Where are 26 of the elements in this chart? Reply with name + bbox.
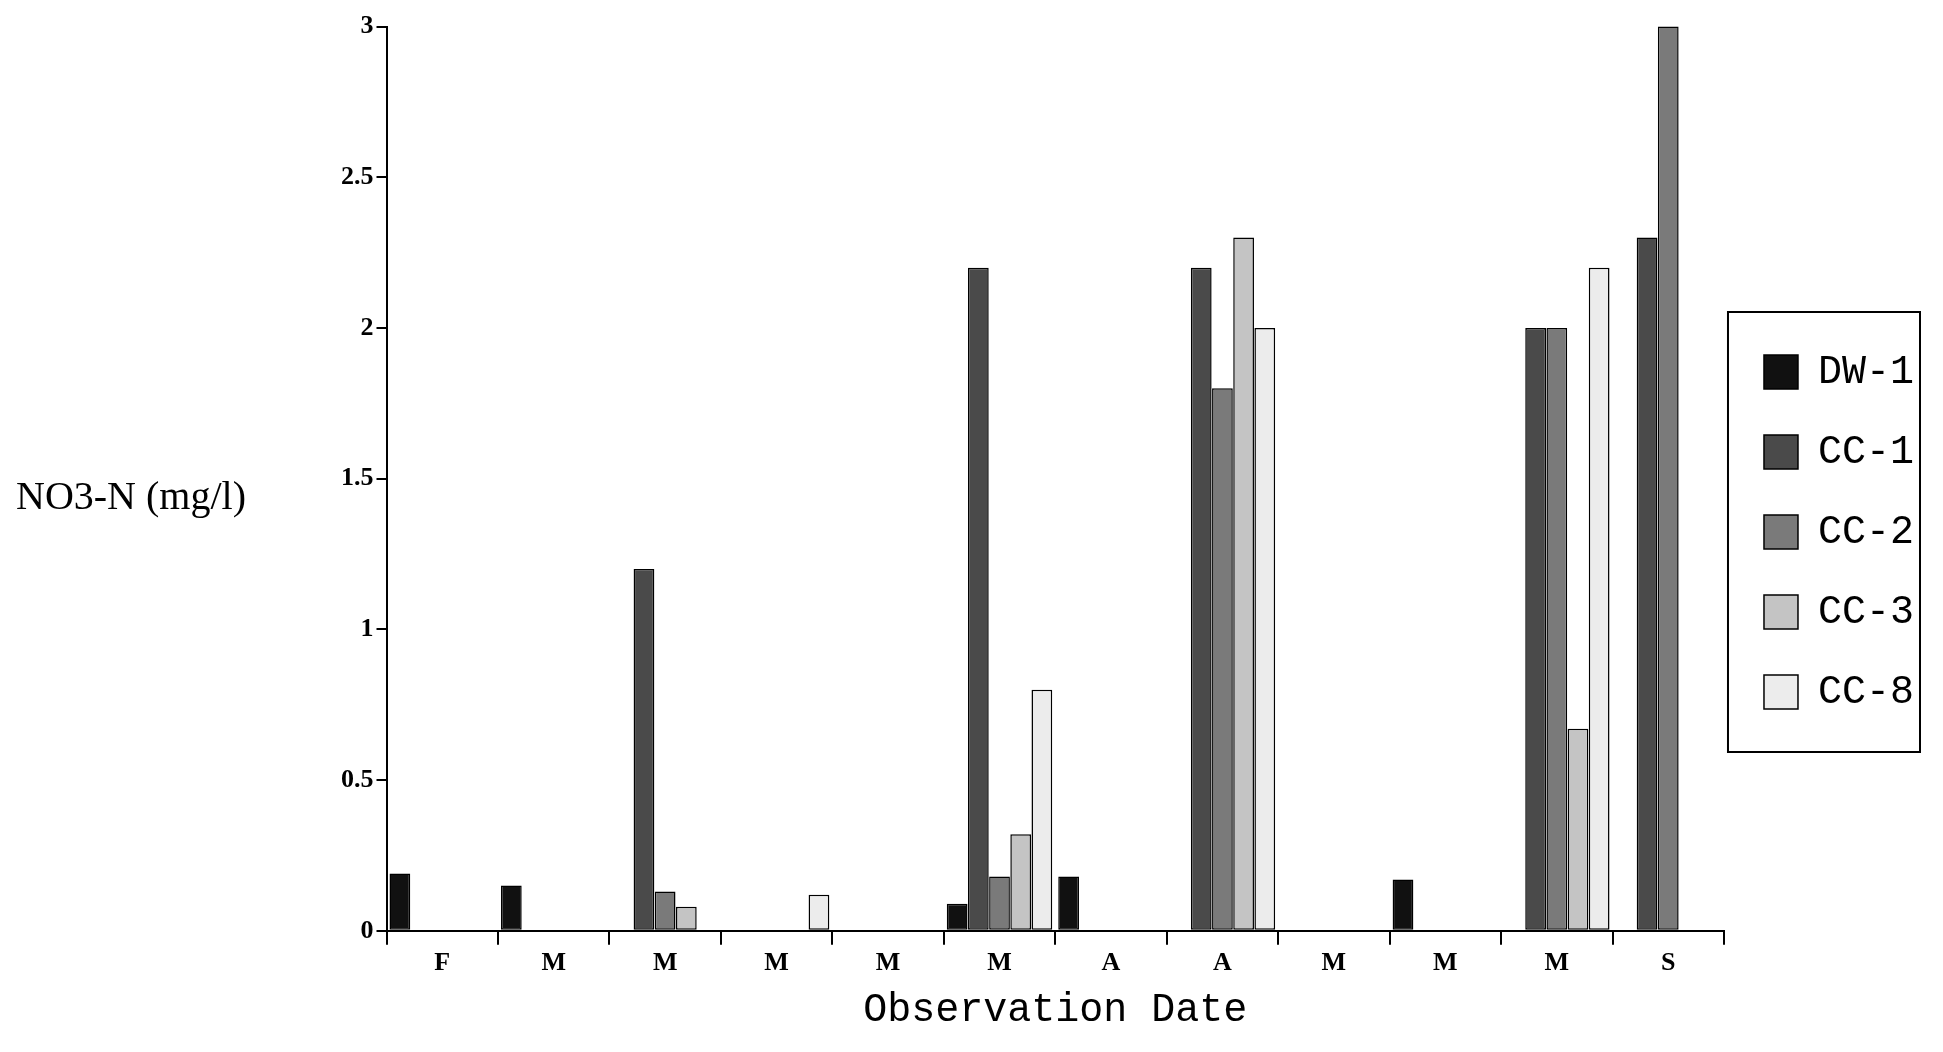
y-tick-label: 1 <box>360 613 374 643</box>
y-tick-label: 0 <box>360 914 374 944</box>
x-tick-label: A <box>1213 947 1233 977</box>
x-tick-label: S <box>1661 947 1676 977</box>
x-tick-label: F <box>434 947 451 977</box>
x-tick-label: A <box>1101 947 1121 977</box>
y-tick-label: 2 <box>360 311 374 341</box>
legend-label: CC-2 <box>1817 509 1914 555</box>
y-tick-label: 2.5 <box>341 161 374 191</box>
legend-label: DW-1 <box>1817 349 1914 395</box>
x-axis-title: Observation Date <box>863 987 1248 1033</box>
x-tick-label: M <box>875 947 901 977</box>
y-tick-label: 0.5 <box>341 763 374 793</box>
legend-label: CC-1 <box>1817 429 1914 475</box>
y-axis-title: NO3-N (mg/l) <box>16 473 246 519</box>
legend-label: CC-3 <box>1817 589 1914 635</box>
x-tick-label: M <box>541 947 566 977</box>
x-tick-label: M <box>1433 947 1458 977</box>
x-tick-label: M <box>1544 947 1570 977</box>
x-tick-label: M <box>1321 947 1347 977</box>
legend-label: CC-8 <box>1817 669 1914 715</box>
y-tick-label: 3 <box>360 10 374 40</box>
x-tick-label: M <box>652 947 678 977</box>
x-tick-label: M <box>764 947 789 977</box>
x-tick-label: M <box>987 947 1012 977</box>
y-tick-label: 1.5 <box>341 462 374 492</box>
